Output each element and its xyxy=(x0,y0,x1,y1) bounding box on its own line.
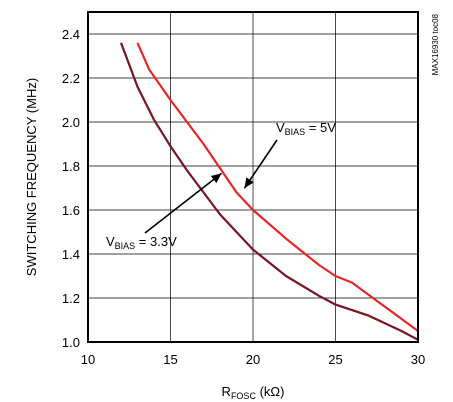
x-tick-label: 30 xyxy=(411,352,425,367)
y-tick-label: 1.4 xyxy=(62,247,80,262)
y-tick-label: 2.0 xyxy=(62,115,80,130)
grid xyxy=(87,12,419,343)
y-tick-label: 1.2 xyxy=(62,291,80,306)
y-tick-label: 1.6 xyxy=(62,203,80,218)
x-tick-label: 25 xyxy=(328,352,342,367)
annotation-label-5v: VBIAS = 5V xyxy=(276,120,336,137)
y-axis-label: SWITCHING FREQUENCY (MHz) xyxy=(24,78,39,276)
series-lines xyxy=(119,42,419,341)
annotation-arrow-3v3 xyxy=(144,172,222,234)
series-line-vbias-3v3 xyxy=(119,42,419,341)
y-tick-label: 2.2 xyxy=(62,71,80,86)
y-tick-label: 1.0 xyxy=(62,335,80,350)
series-line-vbias-5v xyxy=(136,42,419,332)
annotation-label-3v3: VBIAS = 3.3V xyxy=(106,234,177,251)
x-tick-label: 15 xyxy=(163,352,177,367)
y-tick-label: 1.8 xyxy=(62,159,80,174)
annotations: VBIAS = 5V VBIAS = 3.3V xyxy=(106,120,336,251)
arrow-head xyxy=(210,173,222,184)
plot-frame xyxy=(87,11,419,343)
y-tick-labels: 1.0 1.2 1.4 1.6 1.8 2.0 2.2 2.4 xyxy=(62,27,80,350)
x-axis-label: RFOSC (kΩ) xyxy=(222,384,285,401)
x-tick-label: 10 xyxy=(81,352,95,367)
x-tick-labels: 10 15 20 25 30 xyxy=(81,352,425,367)
y-tick-label: 2.4 xyxy=(62,27,80,42)
x-tick-label: 20 xyxy=(246,352,260,367)
figure-id: MAX16930 toc08 xyxy=(431,13,440,75)
arrow-head xyxy=(244,177,254,189)
